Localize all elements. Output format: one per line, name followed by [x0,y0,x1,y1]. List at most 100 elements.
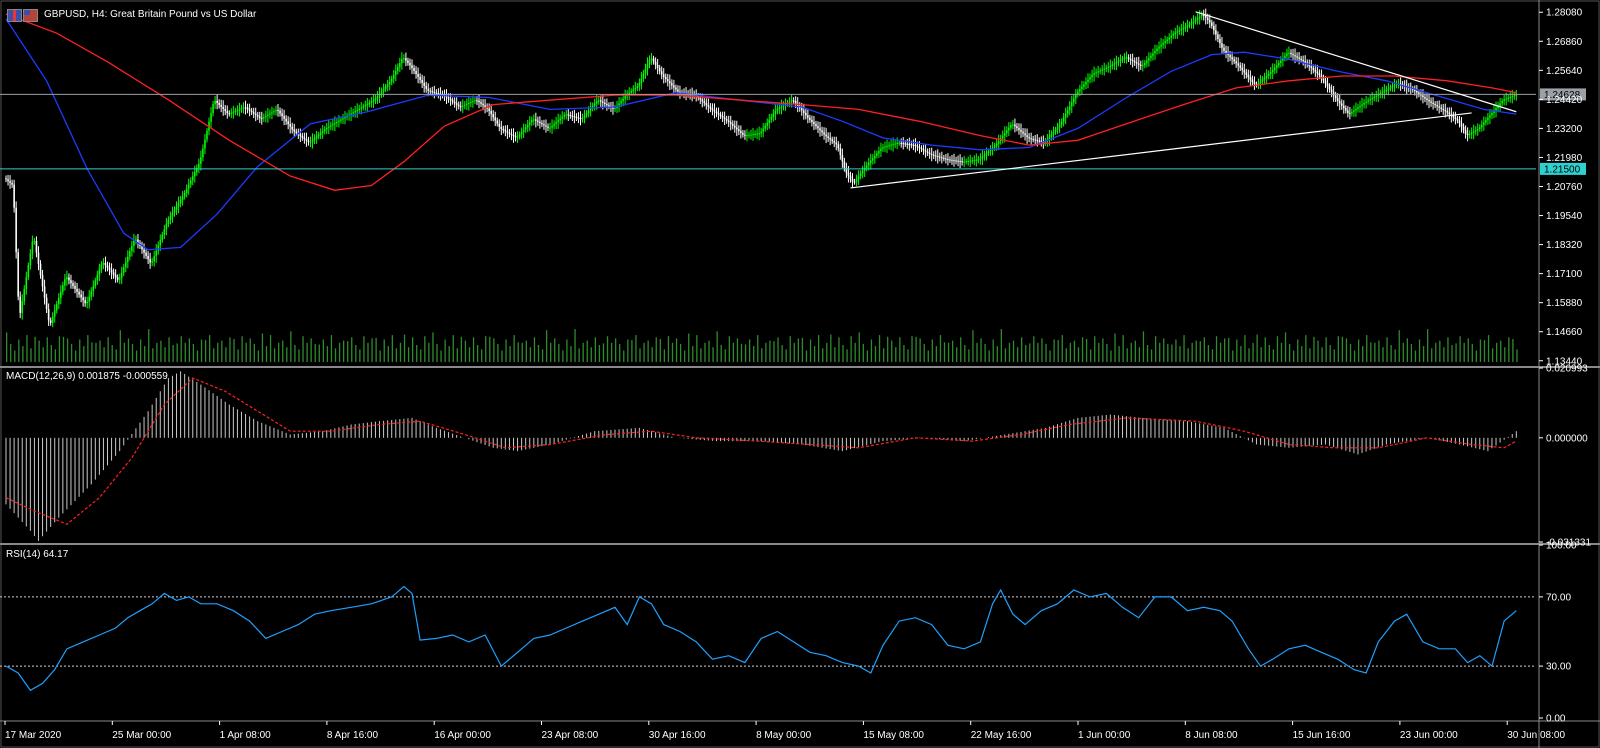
volume-bar [1378,340,1380,362]
candle-body [1129,58,1132,60]
candle-body [774,110,777,114]
candle-body [179,199,182,204]
candle-body [281,113,283,117]
volume-bar [1081,337,1084,362]
candle-body [202,148,204,158]
candle-body [561,116,564,119]
volume-bar [282,340,284,362]
candle-body [1265,75,1268,78]
volume-bar [744,344,747,362]
volume-bar [294,345,296,362]
price-axis-tick-label: 1.18320 [1546,240,1583,251]
candle-body [358,108,361,110]
candle-body [951,159,953,161]
candle-body [315,136,318,139]
candle-body [1008,127,1010,131]
ascending-trendline [850,112,1472,189]
volume-bar [119,330,121,362]
candle-body [1217,34,1219,39]
candle-body [770,116,773,120]
candle-body [248,109,251,111]
volume-bar [79,339,81,362]
candle-body [1054,129,1057,132]
candle-body [608,105,610,107]
time-tick-label: 30 Apr 16:00 [649,730,706,741]
volume-bar [1090,349,1092,362]
candle-body [94,280,97,286]
candle-body [435,92,438,94]
candle-body [1052,131,1055,135]
candle-body [1304,61,1306,63]
volume-bar [903,345,905,362]
candle-body [918,146,921,149]
candle-body [738,129,740,132]
candle-body [1083,84,1085,87]
candle-body [679,91,681,93]
volume-bar [221,340,223,362]
candle-body [275,109,277,112]
candle-body [236,110,239,112]
candle-body [57,297,60,305]
candle-body [908,144,911,146]
candle-body [1166,39,1168,42]
volume-bar [582,342,584,362]
candle-body [677,89,679,92]
volume-bar [204,340,207,362]
volume-bar [342,340,345,362]
price-axis-tick-label: 1.13440 [1546,356,1583,367]
candle-body [198,163,200,168]
candle-body [53,310,56,317]
volume-bar [1317,340,1319,362]
candle-body [790,100,793,102]
price-axis-tick-label: 1.23200 [1546,124,1583,135]
volume-bar [951,340,954,362]
candle-body [1016,126,1018,129]
candle-body [567,114,570,116]
candle-body [390,78,393,82]
candle-body [985,153,988,155]
volume-bar [38,340,40,362]
rsi-axis-ticks: 100.00 70.00 30.00 0.00 [1539,541,1577,725]
candle-body [1460,123,1463,127]
volume-bar [278,342,280,362]
candle-body [835,142,838,145]
candle-body [1115,62,1118,64]
candle-body [1334,95,1337,99]
volume-bar [696,335,698,362]
candle-body [368,102,371,105]
candle-body [1223,47,1225,51]
candle-body [1119,59,1122,62]
candle-body [167,219,170,224]
volume-bar [493,338,495,362]
us-flag-icon [23,9,38,22]
candle-body [41,275,44,287]
volume-bars [6,329,1518,362]
volume-bar [192,343,195,362]
candle-body [1340,103,1343,106]
candle-body [1424,97,1426,99]
candle-body [305,138,308,141]
volume-bar [1077,347,1080,362]
candle-body [396,66,399,71]
candle-body [1139,64,1142,66]
candle-body [116,277,119,280]
candle-body [1373,96,1376,99]
candle-body [334,123,336,125]
candle-body [1259,81,1262,83]
volume-bar [1293,350,1295,362]
candle-body [1079,89,1081,92]
candle-body [750,134,752,136]
volume-bar [249,338,251,362]
volume-bar [801,337,804,362]
volume-bar [960,337,962,362]
candle-body [1491,112,1493,116]
price-axis-tick-label: 1.20760 [1546,182,1583,193]
volume-bar [42,347,44,362]
candle-body [457,104,460,107]
volume-bar [1114,333,1116,362]
candle-body [920,148,923,150]
volume-bar [139,339,142,362]
volume-bar [915,336,917,362]
candle-body [1127,57,1130,59]
